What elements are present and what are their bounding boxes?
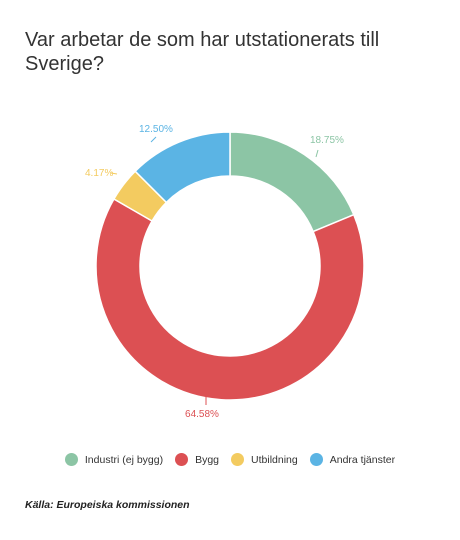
donut-slices (95, 131, 365, 401)
donut-slice-bygg (95, 197, 365, 401)
legend-item: Utbildning (231, 453, 298, 466)
donut-slice-andra-tj-nster (134, 131, 231, 204)
legend-swatch (231, 453, 245, 466)
legend: Industri (ej bygg) Bygg Utbildning Andra tj… (0, 453, 460, 466)
slice-label: 18.75% (310, 135, 344, 146)
legend-label: Andra tjänster (329, 453, 396, 466)
legend-swatch (175, 453, 189, 466)
slice-leader-line (315, 149, 319, 158)
slice-label: 4.17% (85, 168, 113, 179)
legend-item: Bygg (175, 453, 219, 466)
donut-slice-industri-ej-bygg (229, 131, 355, 233)
slice-label: 64.58% (185, 409, 219, 420)
legend-swatch (64, 453, 78, 466)
slice-leader-line (150, 136, 157, 143)
chart-title: Var arbetar de som har utstationerats ti… (25, 29, 380, 75)
slice-leader-line (110, 172, 118, 175)
source-note: Källa: Europeiska kommissionen (25, 499, 190, 511)
legend-label: Industri (ej bygg) (84, 453, 164, 466)
legend-item: Andra tjänster (309, 453, 396, 466)
donut-chart: 18.75% 64.58% 4.17% 12.50% (85, 124, 365, 420)
legend-item: Industri (ej bygg) (64, 453, 164, 466)
slice-label: 12.50% (139, 124, 173, 135)
legend-swatch (309, 453, 323, 466)
legend-label: Utbildning (251, 453, 298, 466)
legend-label: Bygg (195, 453, 220, 466)
slice-labels: 18.75% 64.58% 4.17% 12.50% (85, 124, 344, 420)
